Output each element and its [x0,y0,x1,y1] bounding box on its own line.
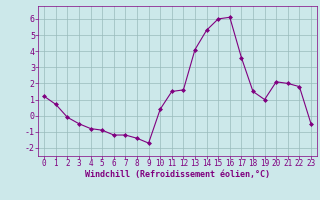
X-axis label: Windchill (Refroidissement éolien,°C): Windchill (Refroidissement éolien,°C) [85,170,270,179]
